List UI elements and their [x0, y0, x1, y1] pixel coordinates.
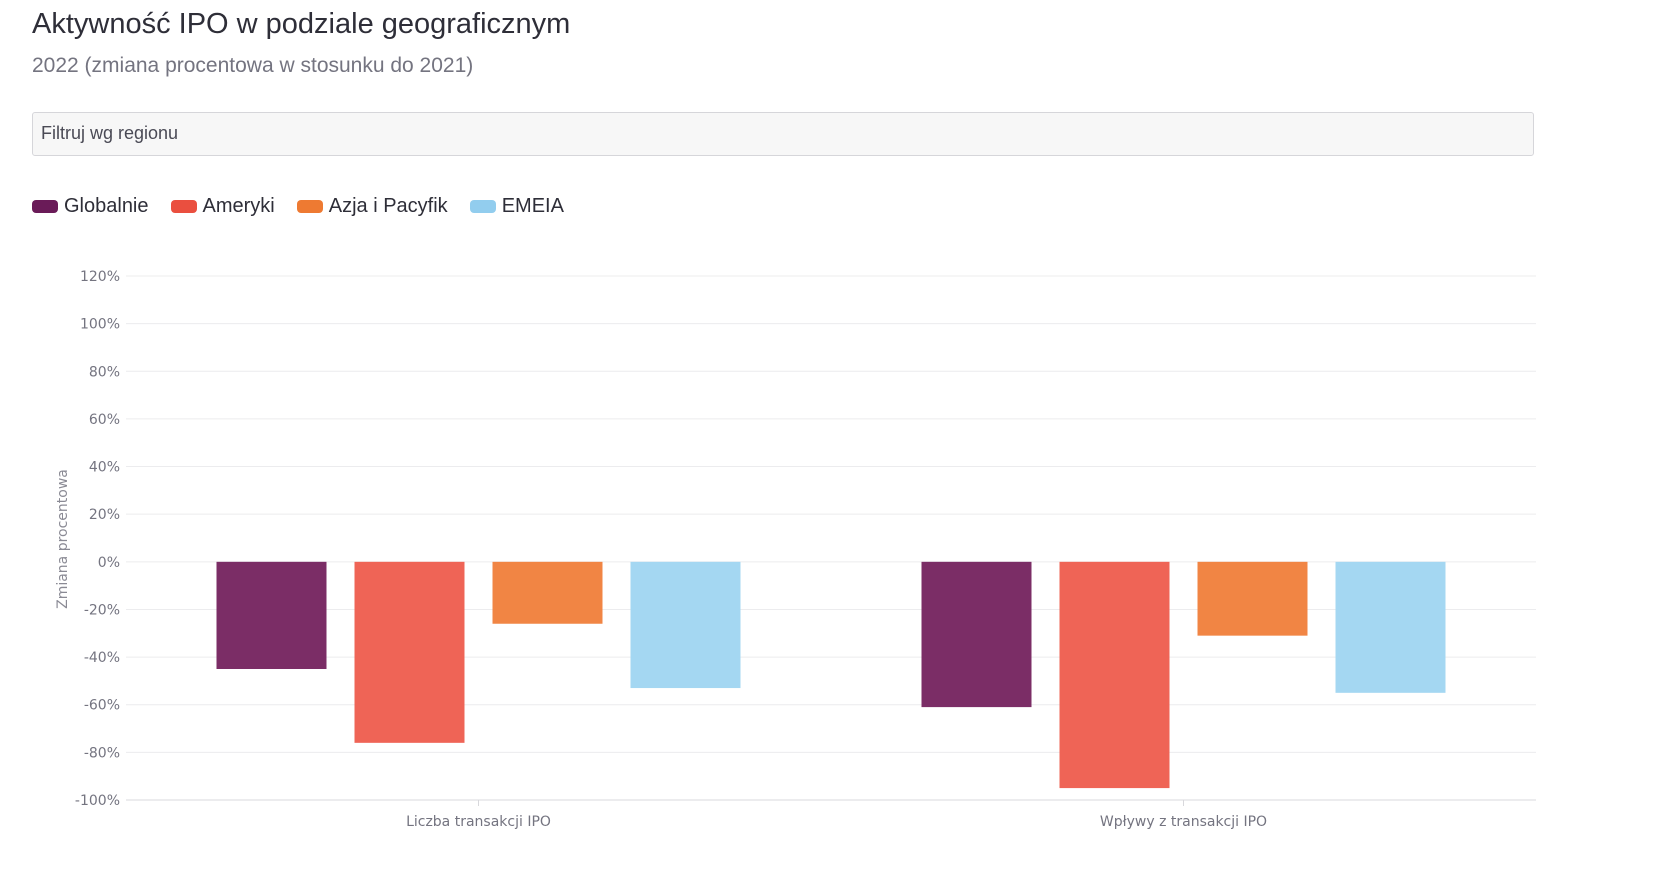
y-tick-label: 40%: [89, 460, 120, 476]
region-filter-dropdown[interactable]: Filtruj wg regionu: [32, 112, 1534, 156]
y-tick-label: 60%: [89, 412, 120, 428]
legend-label: EMEIA: [501, 195, 564, 217]
y-tick-label: -100%: [75, 793, 120, 809]
bar-ameryki-0: [354, 561, 465, 743]
y-tick-label: 0%: [98, 555, 120, 571]
legend-swatch: [170, 200, 197, 213]
legend-label: Azja i Pacyfik: [328, 195, 448, 217]
y-tick-label: 100%: [80, 317, 120, 333]
bar-ameryki-1: [1059, 561, 1170, 789]
bar-globalnie-1: [921, 561, 1032, 708]
bar-azja-i-pacyfik-1: [1197, 561, 1308, 636]
y-tick-label: -60%: [84, 698, 120, 714]
legend-swatch: [32, 200, 58, 213]
legend-item-ameryki[interactable]: Ameryki: [170, 195, 275, 218]
y-tick-label: -80%: [84, 745, 120, 761]
legend-item-emeia[interactable]: EMEIA: [469, 195, 564, 218]
chart-subtitle: 2022 (zmiana procentowa w stosunku do 20…: [32, 54, 474, 77]
bar-emeia-1: [1335, 561, 1446, 693]
legend-item-globalnie[interactable]: Globalnie: [32, 195, 149, 218]
y-tick-label: 120%: [80, 269, 120, 285]
x-category-label: Wpływy z transakcji IPO: [1100, 814, 1267, 830]
bar-emeia-0: [630, 561, 741, 689]
region-filter-label: Filtruj wg regionu: [41, 123, 179, 143]
legend-swatch: [296, 200, 323, 213]
legend-label: Globalnie: [64, 195, 149, 217]
bar-azja-i-pacyfik-0: [492, 561, 603, 624]
x-category-label: Liczba transakcji IPO: [406, 814, 551, 830]
legend: Globalnie Ameryki Azja i Pacyfik EMEIA: [32, 195, 564, 218]
legend-label: Ameryki: [202, 195, 275, 217]
y-axis-title: Zmiana procentowa: [55, 469, 71, 609]
legend-swatch: [469, 200, 496, 213]
y-tick-label: -20%: [84, 602, 120, 618]
legend-item-azja-i-pacyfik[interactable]: Azja i Pacyfik: [296, 195, 448, 218]
y-tick-label: 20%: [89, 507, 120, 523]
chart-title: Aktywność IPO w podziale geograficznym: [32, 8, 571, 40]
y-tick-label: 80%: [89, 364, 120, 380]
y-tick-label: -40%: [84, 650, 120, 666]
bar-globalnie-0: [216, 561, 327, 669]
